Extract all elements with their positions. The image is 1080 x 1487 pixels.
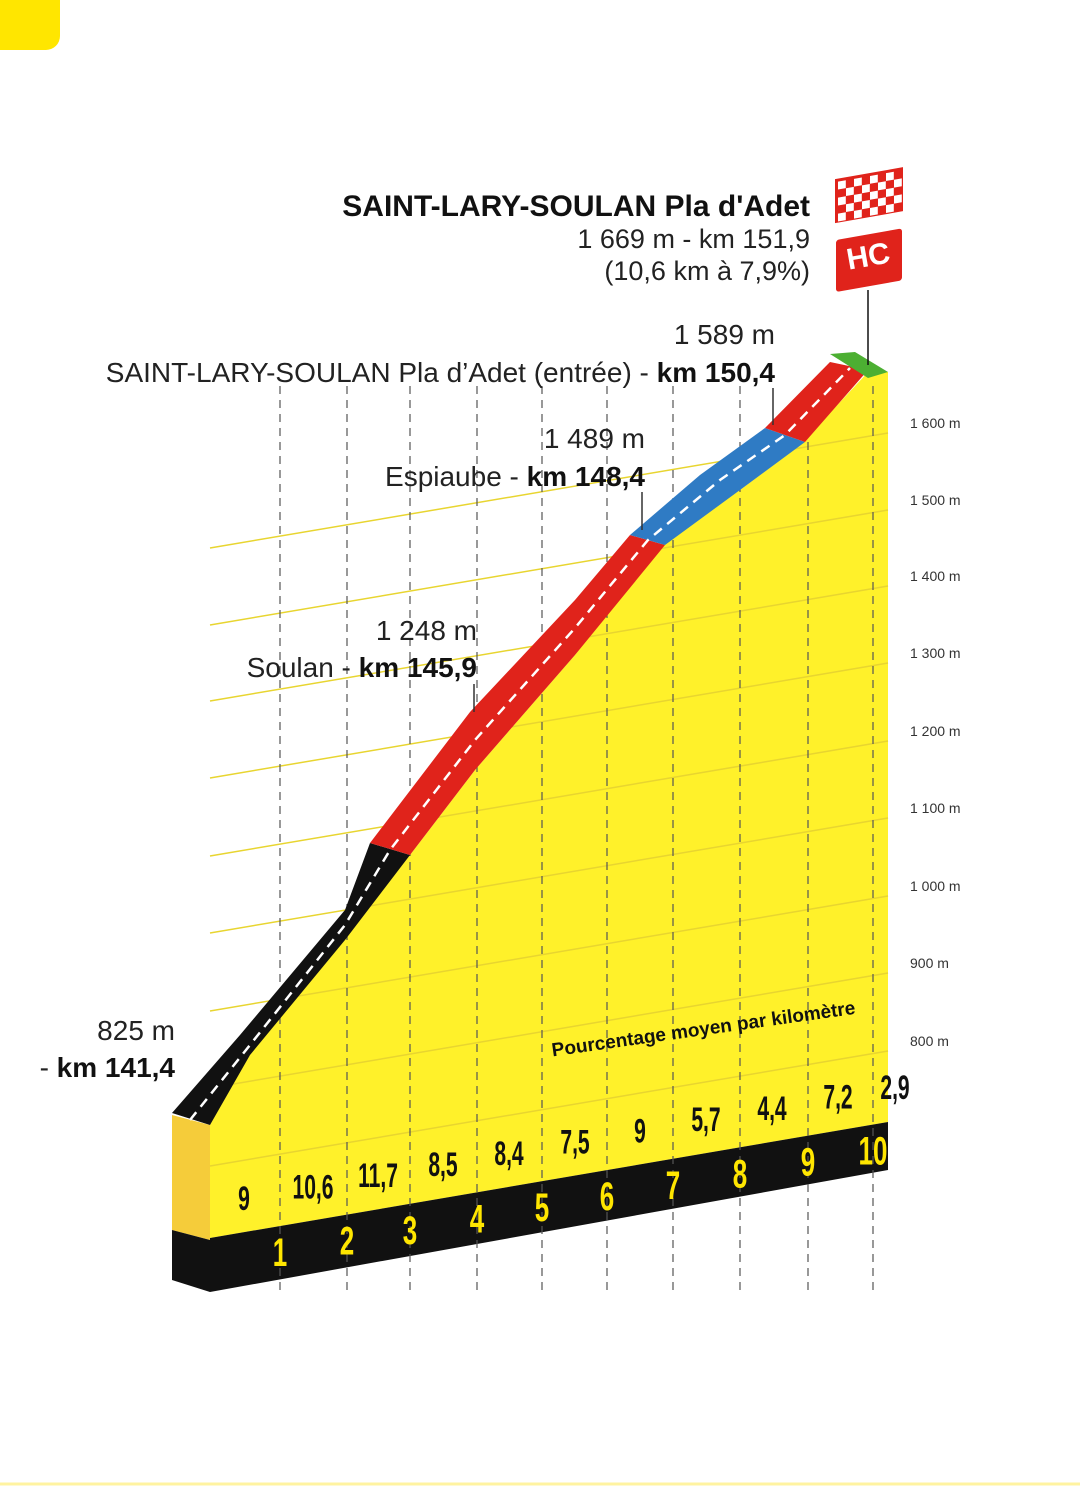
- altitude-tick: 1 300 m: [910, 645, 961, 661]
- waypoint-label: Soulan - km 145,9: [247, 652, 477, 683]
- checker-cell: [854, 177, 862, 187]
- gradient-value: 7,2: [823, 1077, 852, 1115]
- checker-cell: [838, 196, 846, 206]
- waypoint-altitude: 1 248 m: [376, 615, 477, 646]
- km-marker: 10: [859, 1129, 888, 1174]
- checker-cell: [870, 174, 878, 184]
- altitude-tick: 1 100 m: [910, 800, 961, 816]
- waypoint-label: - km 141,4: [40, 1052, 176, 1083]
- km-marker: 4: [470, 1197, 485, 1242]
- waypoint-name: Espiaube -: [385, 461, 519, 492]
- altitude-tick: 1 200 m: [910, 723, 961, 739]
- checker-cell: [870, 206, 878, 216]
- finish-flag: [835, 167, 903, 224]
- grid-line: [209, 817, 889, 934]
- checker-cell: [854, 209, 862, 219]
- waypoint-km: km 150,4: [657, 357, 776, 388]
- road-centerline: [189, 367, 851, 1121]
- road-blue: [630, 428, 805, 545]
- checker-cell: [878, 181, 886, 191]
- gradient-value: 5,7: [691, 1100, 720, 1138]
- waypoint-altitude: 825 m: [97, 1015, 175, 1046]
- grid-line: [209, 1050, 889, 1167]
- gradient-value: 9: [634, 1111, 646, 1149]
- waypoint-km: km 141,4: [57, 1052, 176, 1083]
- km-marker: 1: [273, 1230, 287, 1275]
- waypoint-name: Soulan -: [247, 652, 351, 683]
- category-badge: [836, 228, 902, 292]
- km-marker: 8: [733, 1152, 747, 1197]
- km-marker: 2: [340, 1219, 354, 1264]
- km-band: [210, 1122, 888, 1292]
- side-face: [172, 1115, 210, 1240]
- checker-cell: [838, 180, 846, 190]
- checker-cell: [862, 184, 870, 194]
- grid-line: [209, 509, 889, 626]
- altitude-tick: 1 500 m: [910, 492, 961, 508]
- side-base: [172, 1230, 210, 1292]
- checker-cell: [886, 203, 894, 213]
- waypoint-km: km 148,4: [527, 461, 646, 492]
- checker-cell: [846, 202, 854, 213]
- finish-info: (10,6 km à 7,9%): [604, 256, 810, 286]
- gradient-value: 7,5: [560, 1122, 589, 1160]
- checker-cell: [870, 190, 878, 200]
- altitude-tick: 1 600 m: [910, 415, 961, 431]
- gradient-value: 10,6: [293, 1167, 334, 1205]
- corner-tab: [0, 0, 60, 50]
- km-marker: 9: [801, 1140, 815, 1185]
- km-marker: 5: [535, 1186, 549, 1231]
- checker-cell: [846, 186, 854, 197]
- waypoint-name: -: [40, 1052, 49, 1083]
- waypoint-name: SAINT-LARY-SOULAN Pla d’Adet (entrée) -: [106, 357, 649, 388]
- finish-info: 1 669 m - km 151,9: [577, 224, 810, 254]
- grid-line: [209, 895, 889, 1012]
- gradient-value: 11,7: [358, 1156, 398, 1194]
- altitude-tick: 1 400 m: [910, 568, 961, 584]
- profile-face: [210, 370, 888, 1238]
- gradient-value: 2,9: [880, 1068, 909, 1106]
- waypoint-altitude: 1 589 m: [674, 319, 775, 350]
- road-red: [370, 535, 665, 855]
- checker-cell: [894, 194, 902, 204]
- grid-line: [209, 972, 889, 1089]
- finish-name: SAINT-LARY-SOULAN Pla d'Adet: [342, 190, 810, 223]
- waypoint-km: km 145,9: [359, 652, 477, 683]
- waypoint-label: SAINT-LARY-SOULAN Pla d’Adet (entrée) - …: [106, 357, 776, 388]
- waypoint-label: Espiaube - km 148,4: [385, 461, 645, 492]
- waypoint-altitude: 1 489 m: [544, 423, 645, 454]
- checker-cell: [886, 187, 894, 197]
- grid-line: [209, 740, 889, 857]
- checker-cell: [854, 193, 862, 203]
- gradient-value: 4,4: [757, 1089, 786, 1127]
- checker-cell: [894, 178, 902, 188]
- km-marker: 6: [600, 1175, 614, 1220]
- checker-cell: [878, 197, 886, 207]
- altitude-tick: 900 m: [910, 955, 949, 971]
- altitude-tick: 1 000 m: [910, 878, 961, 894]
- road-finish: [830, 352, 888, 378]
- gradient-value: 9: [238, 1179, 250, 1217]
- checker-cell: [862, 200, 870, 210]
- km-marker: 7: [666, 1163, 680, 1208]
- category-label: HC: [844, 237, 892, 277]
- checker-cell: [838, 212, 846, 222]
- gradient-value: 8,5: [428, 1145, 457, 1183]
- checker-cell: [886, 171, 894, 181]
- altitude-tick: 800 m: [910, 1033, 949, 1049]
- grid-line: [209, 662, 889, 779]
- gradient-value: 8,4: [494, 1134, 523, 1172]
- km-marker: 3: [403, 1208, 417, 1253]
